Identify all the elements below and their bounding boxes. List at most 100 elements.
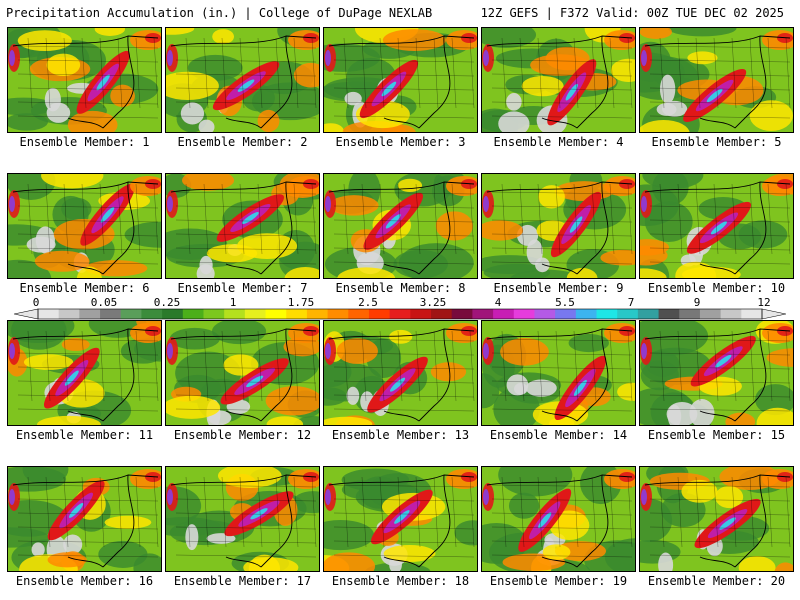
member-label-7: Ensemble Member: 7 [177,281,308,295]
member-label-15: Ensemble Member: 15 [647,428,786,442]
precip-map-19 [482,467,635,571]
colorbar-tick-label: 7 [627,296,635,309]
colorbar-swatch [555,309,577,319]
colorbar-tick-label: 9 [693,296,701,309]
colorbar-swatch [265,309,287,319]
colorbar-tick-label: 0 [32,296,40,309]
member-label-11: Ensemble Member: 11 [15,428,154,442]
member-map-11 [7,320,162,426]
member-map-12 [165,320,320,426]
colorbar-swatch [182,309,204,319]
member-label-20: Ensemble Member: 20 [647,574,786,588]
colorbar-swatch [472,309,494,319]
colorbar-tick-label: 0.05 [90,296,118,309]
member-map-18 [323,466,478,572]
colorbar-swatch [348,309,370,319]
member-map-15 [639,320,794,426]
member-label-1: Ensemble Member: 1 [19,135,150,149]
member-map-19 [481,466,636,572]
colorbar-swatch [38,309,60,319]
colorbar-swatch [120,309,142,319]
precip-map-2 [166,28,319,132]
precip-map-16 [8,467,161,571]
colorbar-swatch [596,309,618,319]
colorbar-swatch [389,309,411,319]
member-map-20 [639,466,794,572]
member-label-17: Ensemble Member: 17 [173,574,312,588]
colorbar-swatch [741,309,763,319]
colorbar-tick-label: 5.5 [555,296,575,309]
colorbar-tick-label: 2.5 [358,296,378,309]
member-map-5 [639,27,794,133]
member-label-6: Ensemble Member: 6 [19,281,150,295]
page-title: Precipitation Accumulation (in.) | Colle… [6,6,433,20]
colorbar-tick-label: 0.25 [153,296,181,309]
precip-map-15 [640,321,793,425]
colorbar-swatch [493,309,515,319]
member-label-10: Ensemble Member: 10 [647,281,786,295]
member-label-16: Ensemble Member: 16 [15,574,154,588]
precip-map-10 [640,174,793,278]
colorbar-swatch [451,309,473,319]
precip-map-5 [640,28,793,132]
colorbar-swatch [534,309,556,319]
member-map-13 [323,320,478,426]
member-label-9: Ensemble Member: 9 [493,281,624,295]
colorbar-swatch [637,309,660,319]
precip-map-20 [640,467,793,571]
precip-map-14 [482,321,635,425]
colorbar-swatch [306,309,329,319]
member-label-13: Ensemble Member: 13 [331,428,470,442]
colorbar-swatch [286,309,308,319]
member-map-2 [165,27,320,133]
colorbar-swatch [575,309,598,319]
colorbar-tick-label: 1.75 [287,296,315,309]
colorbar-swatch [58,309,80,319]
run-info: 12Z GEFS | F372 Valid: 00Z TUE DEC 02 20… [480,6,784,20]
colorbar-swatch [79,309,101,319]
colorbar-swatch [699,309,722,319]
member-map-8 [323,173,478,279]
colorbar-swatch [513,309,535,319]
colorbar-swatch [100,309,122,319]
colorbar-swatch [368,309,391,319]
colorbar-swatch [203,309,225,319]
member-label-12: Ensemble Member: 12 [173,428,312,442]
member-map-14 [481,320,636,426]
member-map-7 [165,173,320,279]
colorbar-swatch [224,309,246,319]
member-label-8: Ensemble Member: 8 [335,281,466,295]
member-map-6 [7,173,162,279]
precip-map-1 [8,28,161,132]
colorbar-tick-label: 3.25 [419,296,447,309]
member-label-14: Ensemble Member: 14 [489,428,628,442]
member-map-10 [639,173,794,279]
colorbar-left-arrow [14,308,39,320]
member-label-3: Ensemble Member: 3 [335,135,466,149]
precip-map-18 [324,467,477,571]
member-label-4: Ensemble Member: 4 [493,135,624,149]
member-map-17 [165,466,320,572]
colorbar-swatch [720,309,742,319]
precip-map-3 [324,28,477,132]
colorbar-swatch [327,309,349,319]
colorbar-swatch [658,309,680,319]
member-label-5: Ensemble Member: 5 [651,135,782,149]
precip-map-17 [166,467,319,571]
precip-map-6 [8,174,161,278]
precip-map-8 [324,174,477,278]
member-label-2: Ensemble Member: 2 [177,135,308,149]
colorbar-tick-label: 4 [494,296,502,309]
member-label-18: Ensemble Member: 18 [331,574,470,588]
precip-map-13 [324,321,477,425]
colorbar-swatch [162,309,184,319]
colorbar-swatch [244,309,267,319]
precip-map-4 [482,28,635,132]
member-map-4 [481,27,636,133]
colorbar-tick-label: 12 [757,296,771,309]
precip-map-7 [166,174,319,278]
colorbar [14,308,786,320]
precip-map-12 [166,321,319,425]
member-map-3 [323,27,478,133]
colorbar-swatch [141,309,163,319]
